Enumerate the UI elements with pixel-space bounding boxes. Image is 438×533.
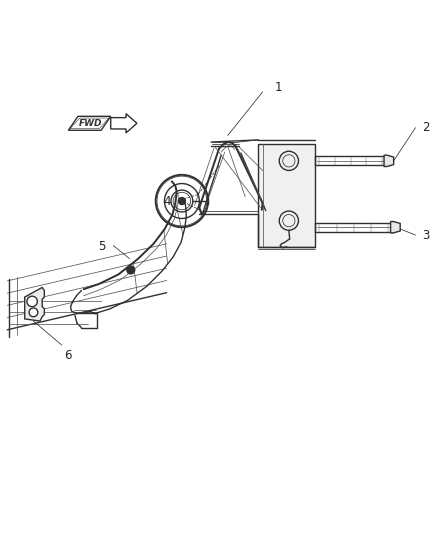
- Circle shape: [29, 308, 38, 317]
- Polygon shape: [25, 287, 44, 321]
- Text: 2: 2: [422, 121, 430, 134]
- Text: 6: 6: [65, 350, 72, 362]
- Text: 5: 5: [98, 240, 106, 253]
- Polygon shape: [111, 114, 137, 133]
- Polygon shape: [391, 222, 400, 233]
- Polygon shape: [384, 155, 394, 166]
- Polygon shape: [68, 116, 111, 130]
- Text: 1: 1: [274, 81, 282, 94]
- Circle shape: [178, 198, 185, 205]
- Text: 3: 3: [422, 229, 429, 241]
- Text: 4: 4: [163, 196, 171, 208]
- Text: FWD: FWD: [79, 119, 102, 128]
- Circle shape: [27, 296, 37, 306]
- Polygon shape: [258, 144, 315, 247]
- Circle shape: [127, 266, 135, 274]
